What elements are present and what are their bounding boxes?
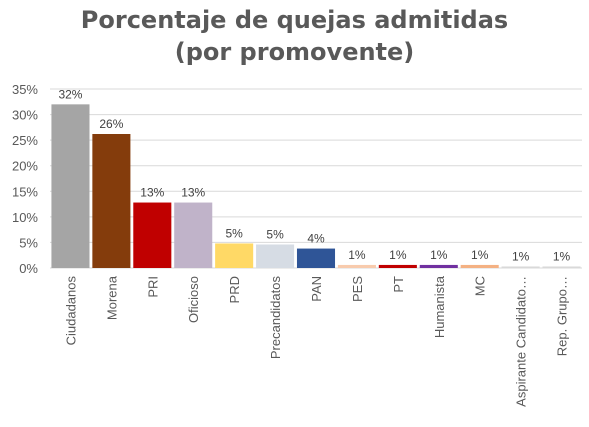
chart-title-line1: Porcentaje de quejas admitidas [80, 6, 509, 34]
y-tick-label: 15% [12, 184, 38, 199]
x-tick-label: PT [391, 276, 406, 293]
x-tick-label: PRI [145, 276, 160, 298]
data-label: 1% [471, 248, 489, 262]
data-label: 13% [181, 186, 205, 200]
gridlines [50, 88, 582, 269]
bars [51, 104, 581, 268]
data-label: 13% [140, 186, 164, 200]
x-tick-label: MC [473, 276, 488, 296]
data-label: 5% [266, 227, 284, 241]
bar [51, 104, 90, 268]
chart-title-line2: (por promovente) [174, 38, 415, 66]
y-tick-label: 0% [19, 261, 38, 276]
y-tick-label: 25% [12, 133, 38, 148]
data-label: 1% [389, 248, 407, 262]
data-label: 32% [58, 87, 82, 101]
x-tick-label: PES [350, 276, 365, 302]
x-tick-label: Humanista [432, 275, 447, 338]
x-axis: Ciudadanos Morena PRI Oficioso PRD Precandida… [63, 275, 569, 407]
data-labels: 32% 26% 13% 13% 5% 5% 4% 1% 1% 1% 1% 1% 1% [58, 87, 570, 263]
data-label: 4% [307, 232, 325, 246]
x-tick-label: Morena [104, 275, 119, 320]
data-label: 1% [430, 248, 448, 262]
y-tick-label: 30% [12, 108, 38, 123]
x-tick-label: PAN [309, 276, 324, 302]
y-axis: 0% 5% 10% 15% 20% 25% 30% 35% [12, 82, 38, 276]
data-label: 1% [348, 248, 366, 262]
bar [501, 266, 540, 268]
data-label: 5% [225, 226, 243, 240]
x-tick-label: Aspirante Candidato… [514, 276, 529, 407]
x-tick-label: Precandidatos [268, 276, 283, 360]
bar [337, 264, 376, 268]
bar [460, 264, 499, 268]
y-tick-label: 20% [12, 159, 38, 174]
data-label: 1% [553, 249, 571, 263]
x-tick-label: Oficioso [186, 276, 201, 323]
y-tick-label: 5% [19, 235, 38, 250]
data-label: 1% [512, 249, 530, 263]
bar [378, 264, 417, 268]
data-label: 26% [99, 117, 123, 131]
y-tick-label: 10% [12, 210, 38, 225]
x-tick-label: Ciudadanos [63, 276, 78, 346]
x-tick-label: Rep. Grupo… [555, 276, 570, 356]
bar [174, 202, 213, 268]
bar [419, 264, 458, 268]
bar [215, 243, 254, 268]
bar [133, 202, 172, 268]
x-tick-label: PRD [227, 276, 242, 303]
bar [92, 134, 131, 268]
bar [256, 244, 295, 268]
bar [296, 248, 336, 268]
y-tick-label: 35% [12, 82, 38, 97]
bar [542, 266, 581, 268]
chart-title: Porcentaje de quejas admitidas (por prom… [0, 4, 589, 68]
